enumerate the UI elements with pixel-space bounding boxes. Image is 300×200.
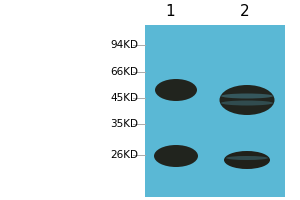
Text: 94KD: 94KD bbox=[110, 40, 138, 50]
Ellipse shape bbox=[154, 145, 198, 167]
Text: 66KD: 66KD bbox=[110, 67, 138, 77]
Bar bbox=[145, 25, 285, 197]
Text: 26KD: 26KD bbox=[110, 150, 138, 160]
Ellipse shape bbox=[155, 79, 197, 101]
Ellipse shape bbox=[221, 94, 273, 98]
Ellipse shape bbox=[220, 85, 274, 115]
Text: 2: 2 bbox=[240, 4, 250, 20]
Ellipse shape bbox=[226, 156, 268, 160]
Ellipse shape bbox=[224, 151, 270, 169]
Text: 35KD: 35KD bbox=[110, 119, 138, 129]
Text: 45KD: 45KD bbox=[110, 93, 138, 103]
Ellipse shape bbox=[221, 100, 273, 106]
Text: 1: 1 bbox=[165, 4, 175, 20]
